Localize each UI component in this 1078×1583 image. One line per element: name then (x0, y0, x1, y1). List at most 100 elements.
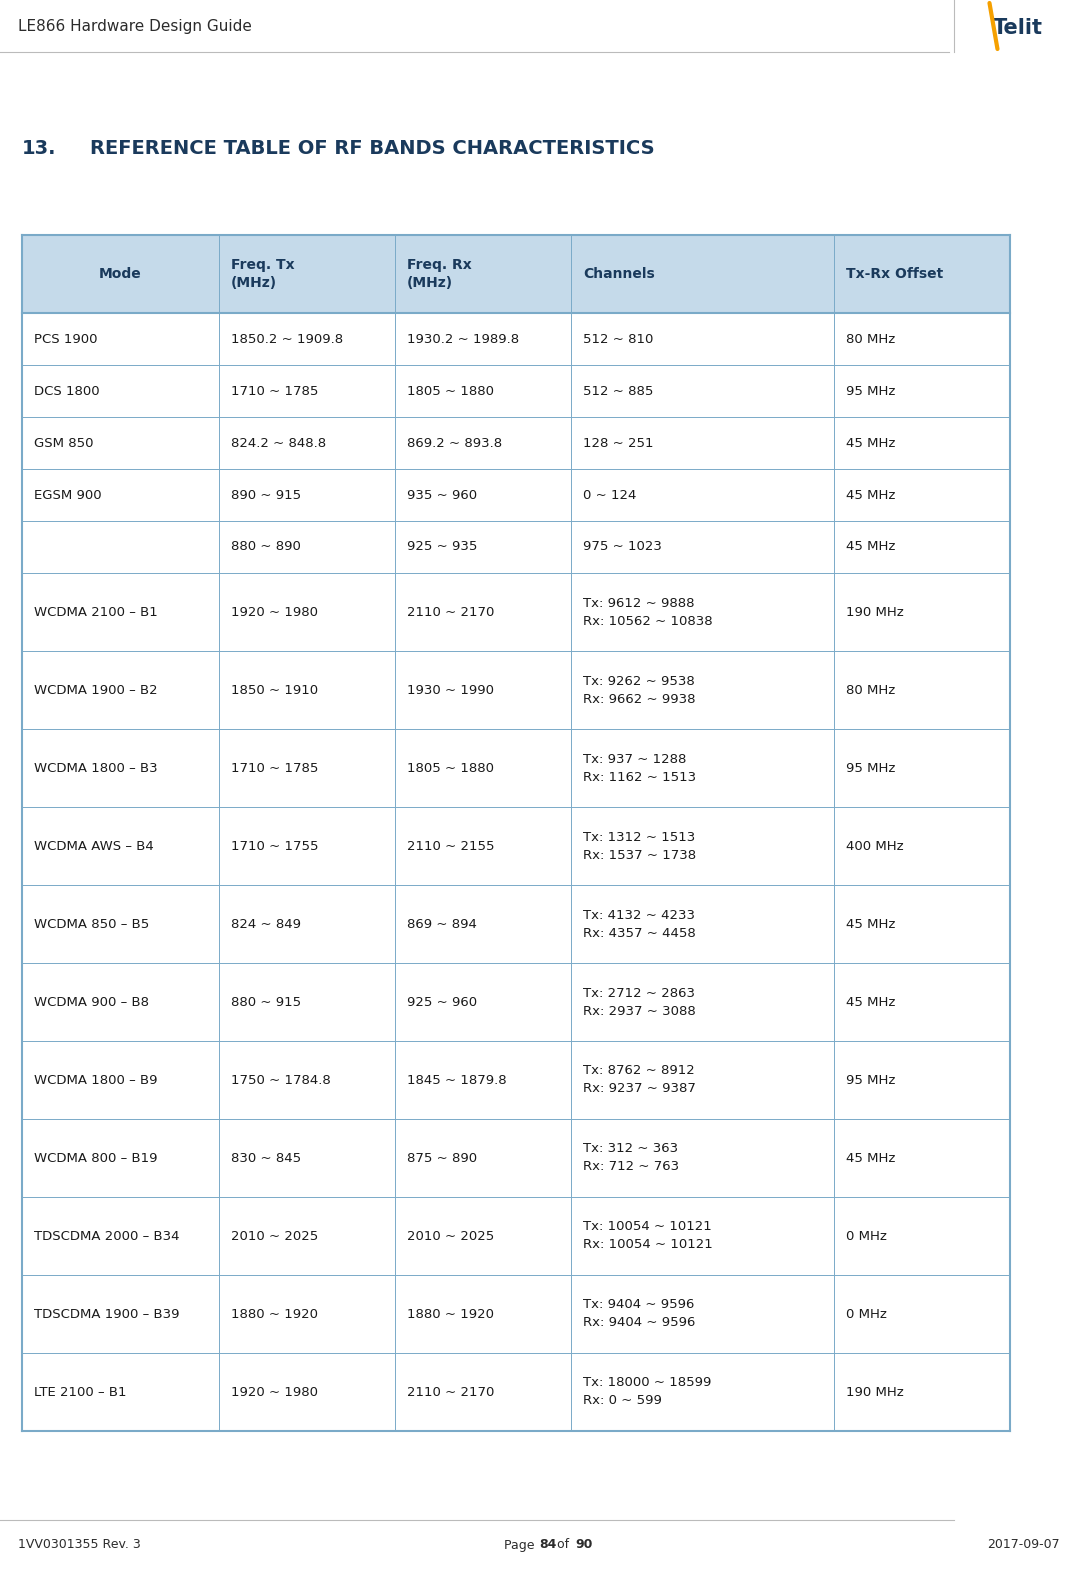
Text: 512 ~ 885: 512 ~ 885 (583, 385, 654, 397)
Bar (22, 416, 1010, 469)
Text: PCS 1900: PCS 1900 (34, 332, 97, 345)
Text: 1710 ~ 1785: 1710 ~ 1785 (231, 385, 318, 397)
Text: 84: 84 (539, 1539, 556, 1551)
Text: Tx: 8762 ~ 8912
Rx: 9237 ~ 9387: Tx: 8762 ~ 8912 Rx: 9237 ~ 9387 (583, 1064, 696, 1095)
Text: WCDMA 850 – B5: WCDMA 850 – B5 (34, 918, 149, 931)
Text: REFERENCE TABLE OF RF BANDS CHARACTERISTICS: REFERENCE TABLE OF RF BANDS CHARACTERIST… (89, 138, 654, 157)
Text: Mode: Mode (99, 268, 141, 282)
Text: 1845 ~ 1879.8: 1845 ~ 1879.8 (407, 1073, 507, 1086)
Text: 1710 ~ 1785: 1710 ~ 1785 (231, 761, 318, 774)
Text: 869 ~ 894: 869 ~ 894 (407, 918, 476, 931)
Bar (22, 651, 1010, 730)
Text: Tx-Rx Offset: Tx-Rx Offset (845, 268, 943, 282)
Text: 45 MHz: 45 MHz (845, 918, 895, 931)
Text: 925 ~ 935: 925 ~ 935 (407, 540, 478, 554)
Text: 875 ~ 890: 875 ~ 890 (407, 1151, 478, 1165)
Text: Tx: 1312 ~ 1513
Rx: 1537 ~ 1738: Tx: 1312 ~ 1513 Rx: 1537 ~ 1738 (583, 831, 696, 861)
Text: GSM 850: GSM 850 (34, 437, 94, 450)
Bar (22, 521, 1010, 573)
Text: 880 ~ 915: 880 ~ 915 (231, 996, 301, 1008)
Bar (22, 366, 1010, 416)
Bar (22, 573, 1010, 651)
Text: Tx: 4132 ~ 4233
Rx: 4357 ~ 4458: Tx: 4132 ~ 4233 Rx: 4357 ~ 4458 (583, 909, 696, 939)
Text: WCDMA 2100 – B1: WCDMA 2100 – B1 (34, 606, 157, 619)
Text: Page: Page (505, 1539, 539, 1551)
Text: Tx: 9612 ~ 9888
Rx: 10562 ~ 10838: Tx: 9612 ~ 9888 Rx: 10562 ~ 10838 (583, 597, 713, 627)
Text: Freq. Rx
(MHz): Freq. Rx (MHz) (407, 258, 472, 290)
Text: 80 MHz: 80 MHz (845, 684, 895, 697)
Text: 869.2 ~ 893.8: 869.2 ~ 893.8 (407, 437, 502, 450)
Text: 880 ~ 890: 880 ~ 890 (231, 540, 301, 554)
Bar (22, 1119, 1010, 1197)
Text: 95 MHz: 95 MHz (845, 1073, 895, 1086)
Text: WCDMA AWS – B4: WCDMA AWS – B4 (34, 839, 154, 853)
Bar (22, 1274, 1010, 1353)
Bar (22, 885, 1010, 962)
Text: 1880 ~ 1920: 1880 ~ 1920 (407, 1308, 494, 1320)
Text: 2010 ~ 2025: 2010 ~ 2025 (407, 1230, 495, 1243)
Text: WCDMA 1800 – B3: WCDMA 1800 – B3 (34, 761, 157, 774)
Text: 13.: 13. (22, 138, 56, 157)
Text: 0 ~ 124: 0 ~ 124 (583, 489, 637, 502)
Text: DCS 1800: DCS 1800 (34, 385, 99, 397)
Text: 2010 ~ 2025: 2010 ~ 2025 (231, 1230, 318, 1243)
Bar (22, 313, 1010, 366)
Text: Tx: 9404 ~ 9596
Rx: 9404 ~ 9596: Tx: 9404 ~ 9596 Rx: 9404 ~ 9596 (583, 1298, 695, 1330)
Text: 190 MHz: 190 MHz (845, 606, 903, 619)
Text: TDSCDMA 1900 – B39: TDSCDMA 1900 – B39 (34, 1308, 180, 1320)
Text: 45 MHz: 45 MHz (845, 540, 895, 554)
Text: 2110 ~ 2170: 2110 ~ 2170 (407, 1385, 495, 1398)
Text: 95 MHz: 95 MHz (845, 761, 895, 774)
Text: 2017-09-07: 2017-09-07 (987, 1539, 1060, 1551)
Text: 45 MHz: 45 MHz (845, 996, 895, 1008)
Text: WCDMA 1800 – B9: WCDMA 1800 – B9 (34, 1073, 157, 1086)
Text: Freq. Tx
(MHz): Freq. Tx (MHz) (231, 258, 294, 290)
Text: 190 MHz: 190 MHz (845, 1385, 903, 1398)
Text: 935 ~ 960: 935 ~ 960 (407, 489, 478, 502)
Bar (22, 234, 1010, 313)
Text: 830 ~ 845: 830 ~ 845 (231, 1151, 301, 1165)
Text: EGSM 900: EGSM 900 (34, 489, 101, 502)
Text: Tx: 937 ~ 1288
Rx: 1162 ~ 1513: Tx: 937 ~ 1288 Rx: 1162 ~ 1513 (583, 752, 696, 784)
Text: 45 MHz: 45 MHz (845, 437, 895, 450)
Text: 1880 ~ 1920: 1880 ~ 1920 (231, 1308, 318, 1320)
Text: TDSCDMA 2000 – B34: TDSCDMA 2000 – B34 (34, 1230, 180, 1243)
Text: 1920 ~ 1980: 1920 ~ 1980 (231, 1385, 318, 1398)
Text: Tx: 2712 ~ 2863
Rx: 2937 ~ 3088: Tx: 2712 ~ 2863 Rx: 2937 ~ 3088 (583, 986, 696, 1018)
Bar (22, 1042, 1010, 1119)
Text: 1930 ~ 1990: 1930 ~ 1990 (407, 684, 494, 697)
Text: 2110 ~ 2170: 2110 ~ 2170 (407, 606, 495, 619)
Text: 1930.2 ~ 1989.8: 1930.2 ~ 1989.8 (407, 332, 520, 345)
Bar (22, 962, 1010, 1042)
Text: Tx: 9262 ~ 9538
Rx: 9662 ~ 9938: Tx: 9262 ~ 9538 Rx: 9662 ~ 9938 (583, 674, 696, 706)
Text: 0 MHz: 0 MHz (845, 1230, 886, 1243)
Text: 400 MHz: 400 MHz (845, 839, 903, 853)
Bar (22, 730, 1010, 807)
Text: 1850 ~ 1910: 1850 ~ 1910 (231, 684, 318, 697)
Text: 45 MHz: 45 MHz (845, 1151, 895, 1165)
Text: 1710 ~ 1755: 1710 ~ 1755 (231, 839, 318, 853)
Text: 0 MHz: 0 MHz (845, 1308, 886, 1320)
Text: 2110 ~ 2155: 2110 ~ 2155 (407, 839, 495, 853)
Text: Channels: Channels (583, 268, 655, 282)
Text: 1805 ~ 1880: 1805 ~ 1880 (407, 385, 494, 397)
Text: of: of (553, 1539, 573, 1551)
Bar (22, 1197, 1010, 1274)
Text: 128 ~ 251: 128 ~ 251 (583, 437, 654, 450)
Text: 824 ~ 849: 824 ~ 849 (231, 918, 301, 931)
Text: 1920 ~ 1980: 1920 ~ 1980 (231, 606, 318, 619)
Bar (22, 1353, 1010, 1431)
Text: 890 ~ 915: 890 ~ 915 (231, 489, 301, 502)
Text: 95 MHz: 95 MHz (845, 385, 895, 397)
Text: 90: 90 (575, 1539, 593, 1551)
Text: 975 ~ 1023: 975 ~ 1023 (583, 540, 662, 554)
Text: 1750 ~ 1784.8: 1750 ~ 1784.8 (231, 1073, 330, 1086)
Text: WCDMA 1900 – B2: WCDMA 1900 – B2 (34, 684, 157, 697)
Text: WCDMA 800 – B19: WCDMA 800 – B19 (34, 1151, 157, 1165)
Text: 512 ~ 810: 512 ~ 810 (583, 332, 654, 345)
Text: Telit: Telit (993, 17, 1042, 38)
Text: 824.2 ~ 848.8: 824.2 ~ 848.8 (231, 437, 326, 450)
Text: WCDMA 900 – B8: WCDMA 900 – B8 (34, 996, 149, 1008)
Text: Tx: 312 ~ 363
Rx: 712 ~ 763: Tx: 312 ~ 363 Rx: 712 ~ 763 (583, 1143, 679, 1173)
Text: LE866 Hardware Design Guide: LE866 Hardware Design Guide (18, 19, 252, 33)
